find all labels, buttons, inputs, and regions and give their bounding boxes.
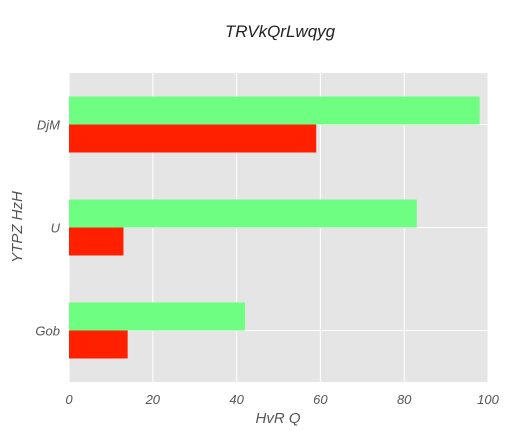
x-tick-label: 40 [229, 392, 244, 407]
bars [69, 96, 480, 359]
y-tick-label: DjM [37, 118, 60, 133]
x-tick-label: 20 [145, 392, 161, 407]
x-tick-label: 0 [65, 392, 73, 407]
bar-u-series-1 [69, 199, 417, 228]
bar-djm-series-1 [69, 96, 480, 125]
x-tick-label: 100 [477, 392, 499, 407]
y-tick-labels: DjM U Gob [35, 118, 60, 339]
y-axis-label: YTPZ HzH [9, 191, 26, 263]
bar-gob-series-2 [69, 330, 128, 359]
chart-title: TRVkQrLwqyg [225, 22, 336, 41]
bar-u-series-2 [69, 227, 124, 256]
x-tick-labels: 0 20 40 60 80 100 [65, 392, 499, 407]
bar-djm-series-2 [69, 124, 317, 153]
x-axis-label: HvR Q [256, 410, 301, 427]
x-tick-label: 80 [397, 392, 412, 407]
bar-gob-series-1 [69, 302, 245, 331]
y-tick-label: Gob [35, 324, 60, 339]
x-tick-label: 60 [313, 392, 328, 407]
y-tick-label: U [51, 221, 61, 236]
